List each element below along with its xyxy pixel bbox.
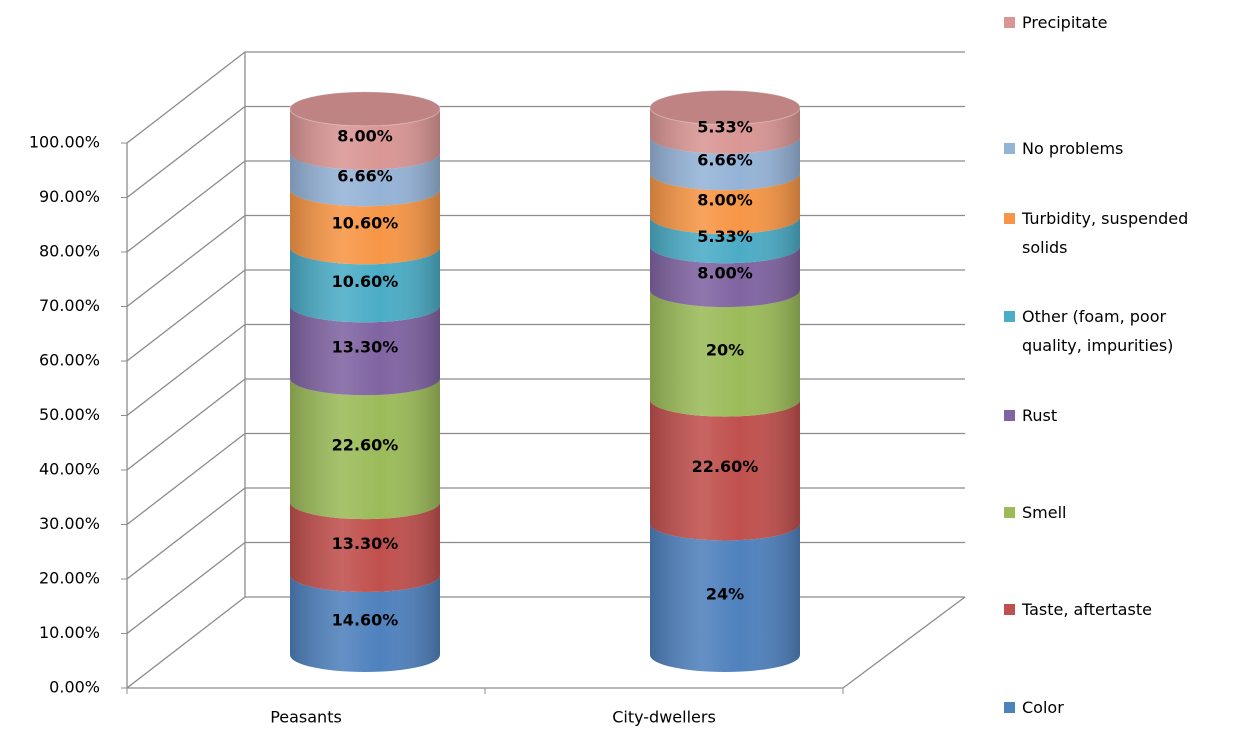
legend-swatch [1004, 410, 1015, 421]
legend-entry: No problems [1004, 134, 1229, 163]
legend-entry: Rust [1004, 401, 1229, 430]
grid-line [126, 214, 965, 308]
y-tick-label: 60.00% [39, 351, 100, 370]
data-label: 5.33% [697, 227, 753, 246]
legend-label: Precipitate [1022, 13, 1108, 32]
data-label: 13.30% [332, 534, 399, 553]
cylinder-top-shade [290, 91, 440, 126]
y-tick-label: 80.00% [39, 242, 100, 261]
data-label: 10.60% [332, 214, 399, 233]
data-label: 24% [706, 585, 744, 604]
y-tick-label: 40.00% [39, 460, 100, 479]
grid-line [126, 269, 965, 362]
legend-swatch [1004, 507, 1015, 518]
grid-line [126, 432, 965, 526]
cylinder-shade [650, 107, 800, 672]
legend-swatch [1004, 17, 1015, 28]
legend-label: Rust [1022, 406, 1058, 425]
data-label: 8.00% [697, 191, 753, 210]
data-label: 6.66% [697, 150, 753, 169]
grid-line [126, 378, 965, 471]
y-tick-label: 50.00% [39, 405, 100, 424]
legend-entry: Smell [1004, 498, 1229, 527]
data-label: 8.00% [697, 264, 753, 283]
legend-swatch [1004, 311, 1015, 322]
legend-entry: Other (foam, poor quality, impurities) [1004, 302, 1229, 360]
cylinder-top [649, 89, 801, 125]
y-tick-label: 100.00% [29, 133, 100, 152]
legend-label: Turbidity, suspended solids [1022, 209, 1189, 257]
y-tick-label: 0.00% [49, 678, 100, 697]
legend-swatch [1004, 702, 1015, 713]
data-label: 13.30% [332, 337, 399, 356]
legend-swatch [1004, 604, 1015, 615]
data-label: 6.66% [337, 166, 393, 185]
legend-entry: Color [1004, 693, 1229, 722]
data-label: 14.60% [332, 610, 399, 629]
axis-walls [126, 52, 966, 689]
legend-label: No problems [1022, 139, 1124, 158]
cylinder [649, 89, 801, 672]
legend-label: Other (foam, poor quality, impurities) [1022, 307, 1174, 355]
x-tick-label: Peasants [270, 708, 342, 727]
legend-label: Color [1022, 698, 1064, 717]
chart: 0.00% 10.00% 20.00% 30.00% 40.00% 50.00% 60.00… [29, 51, 966, 727]
grid-line [126, 596, 965, 689]
data-label: 5.33% [697, 118, 753, 137]
y-tick-label: 20.00% [39, 569, 100, 588]
x-tick-label: City-dwellers [612, 708, 716, 727]
y-tick-label: 90.00% [39, 187, 100, 206]
data-label: 8.00% [337, 126, 393, 145]
legend-label: Taste, aftertaste [1022, 600, 1152, 619]
cylinder-top-shade [650, 90, 800, 125]
y-tick-label: 70.00% [39, 296, 100, 315]
grid-line [126, 487, 965, 580]
data-label: 20% [706, 340, 744, 359]
y-tick-label: 30.00% [39, 514, 100, 533]
legend-entry: Taste, aftertaste [1004, 595, 1229, 624]
legend-label: Smell [1022, 503, 1067, 522]
cylinder-shade [290, 108, 440, 672]
grid-line [126, 51, 965, 144]
data-label: 22.60% [692, 457, 759, 476]
y-tick-label: 10.00% [39, 623, 100, 642]
cylinder [289, 91, 441, 672]
data-label: 22.60% [332, 436, 399, 455]
cylinder-top [289, 91, 441, 127]
legend-swatch [1004, 213, 1015, 224]
grid-line [126, 323, 965, 417]
grid-line [126, 105, 965, 199]
legend-entry: Precipitate [1004, 8, 1229, 37]
grid-line [126, 160, 965, 253]
data-label: 10.60% [332, 272, 399, 291]
legend-entry: Turbidity, suspended solids [1004, 204, 1229, 262]
legend-swatch [1004, 143, 1015, 154]
grid-line [126, 541, 965, 635]
